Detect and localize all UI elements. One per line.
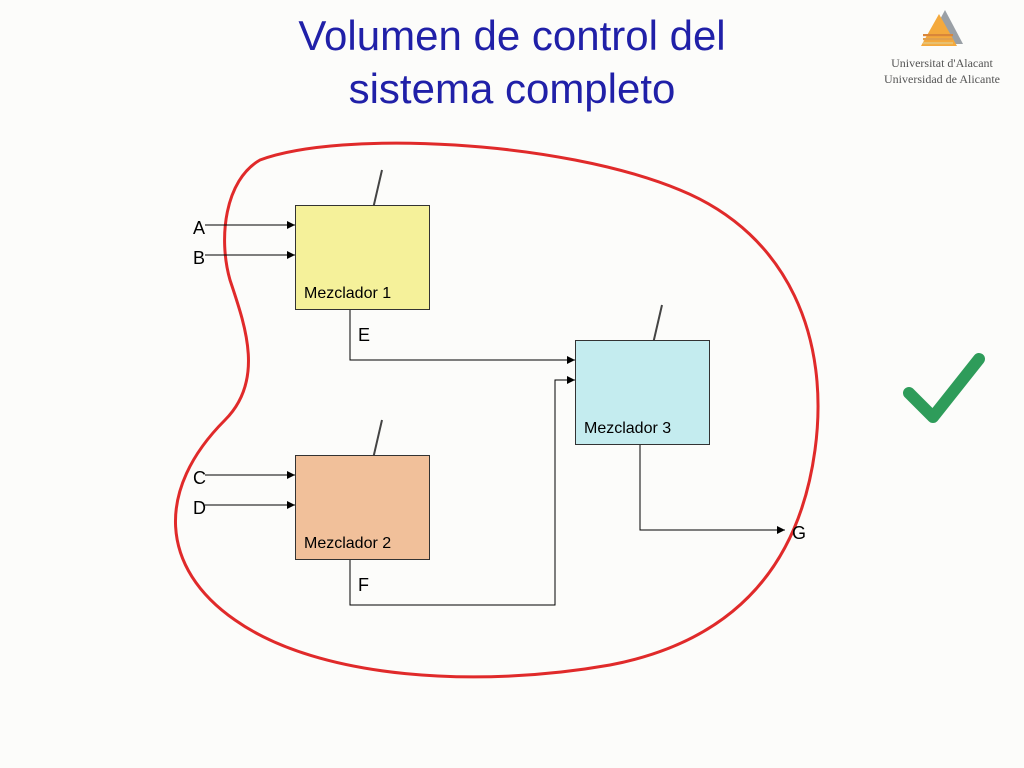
mixer-1-box: Mezclador 1 [295,205,430,310]
stream-label-b: B [193,248,205,269]
mixer-2-label: Mezclador 2 [304,535,391,553]
stream-label-d: D [193,498,206,519]
stream-label-f: F [358,575,369,596]
mixer-3-label: Mezclador 3 [584,420,671,438]
stream-label-g: G [792,523,806,544]
mixer-2-box: Mezclador 2 [295,455,430,560]
stream-label-c: C [193,468,206,489]
stream-label-a: A [193,218,205,239]
stream-label-e: E [358,325,370,346]
process-flow-diagram [0,0,1024,768]
mixer-1-label: Mezclador 1 [304,285,391,303]
control-volume-boundary [175,143,818,677]
checkmark-icon [899,345,989,435]
mixer-3-box: Mezclador 3 [575,340,710,445]
